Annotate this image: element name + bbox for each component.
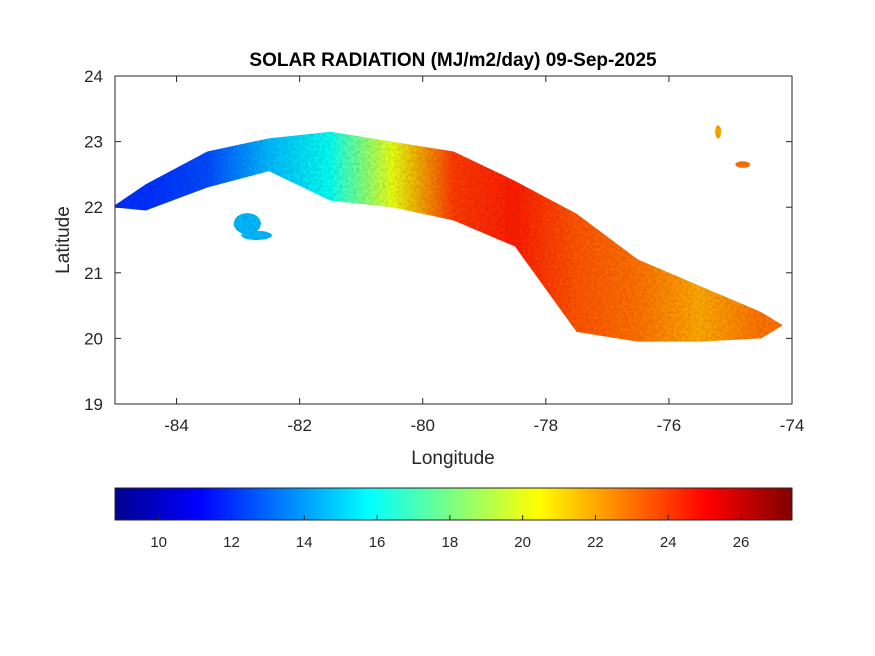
colorbar-tick-label: 14	[296, 534, 313, 551]
colorbar-gradient	[114, 487, 793, 521]
main-island	[115, 131, 783, 342]
colorbar-tick-label: 24	[660, 534, 677, 551]
colorbar-tick-label: 10	[150, 534, 167, 551]
x-tick-label: -76	[657, 416, 682, 435]
colorbar-tick-label: 22	[587, 534, 604, 551]
y-tick-label: 19	[84, 395, 103, 414]
plot-area: -84 -82 -80 -78 -76 -74 19 20 21 22 23 24	[84, 67, 804, 435]
x-tick-label: -80	[410, 416, 435, 435]
chart-title: SOLAR RADIATION (MJ/m2/day) 09-Sep-2025	[249, 50, 657, 71]
colorbar-tick-label: 16	[369, 534, 386, 551]
isle-of-youth	[233, 213, 261, 235]
x-tick-label: -78	[534, 416, 559, 435]
x-tick-label: -84	[164, 416, 189, 435]
x-tick-label: -82	[287, 416, 312, 435]
x-axis-ticks: -84 -82 -80 -78 -76 -74	[164, 76, 804, 435]
plot-background	[115, 76, 792, 404]
isle-of-youth-south	[241, 230, 272, 241]
colorbar-ticks: 10 12 14 16 18 20 22 24 26	[150, 515, 749, 551]
colorbar-tick-label: 18	[442, 534, 459, 551]
y-tick-label: 24	[84, 67, 103, 86]
y-tick-label: 23	[84, 133, 103, 152]
radiation-field	[115, 125, 783, 342]
x-axis-label: Longitude	[411, 448, 494, 469]
y-tick-label: 22	[84, 198, 103, 217]
plot-frame	[114, 75, 793, 405]
y-axis-label: Latitude	[53, 206, 74, 274]
colorbar: 10 12 14 16 18 20 22 24 26	[114, 487, 793, 551]
y-tick-label: 20	[84, 329, 103, 348]
x-tick-label: -74	[780, 416, 805, 435]
northeast-islet	[735, 161, 751, 168]
north-islet	[715, 125, 722, 139]
colorbar-tick-label: 12	[223, 534, 240, 551]
y-tick-label: 21	[84, 264, 103, 283]
colorbar-tick-label: 20	[514, 534, 531, 551]
y-axis-ticks: 19 20 21 22 23 24	[84, 67, 792, 414]
colorbar-tick-label: 26	[733, 534, 750, 551]
